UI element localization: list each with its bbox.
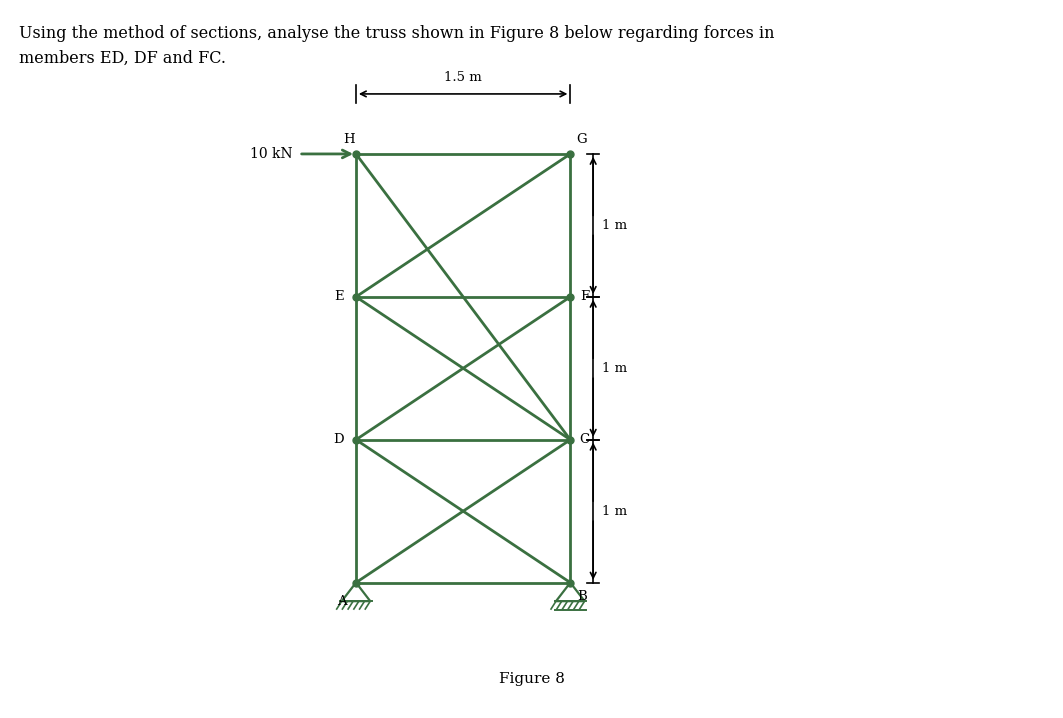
Text: D: D bbox=[334, 433, 344, 446]
Text: 1 m: 1 m bbox=[602, 505, 627, 518]
Text: B: B bbox=[577, 590, 587, 603]
Text: A: A bbox=[337, 595, 347, 607]
Text: members ED, DF and FC.: members ED, DF and FC. bbox=[19, 50, 226, 67]
Text: F: F bbox=[580, 290, 589, 303]
Text: 1 m: 1 m bbox=[602, 362, 627, 375]
Text: G: G bbox=[576, 133, 587, 146]
Text: Using the method of sections, analyse the truss shown in Figure 8 below regardin: Using the method of sections, analyse th… bbox=[19, 25, 775, 42]
Text: 10 kN: 10 kN bbox=[251, 147, 293, 161]
Text: E: E bbox=[334, 290, 343, 303]
Text: Figure 8: Figure 8 bbox=[499, 672, 564, 686]
Text: 1.5 m: 1.5 m bbox=[444, 71, 482, 84]
Text: H: H bbox=[343, 133, 355, 146]
Text: C: C bbox=[579, 433, 590, 446]
Text: 1 m: 1 m bbox=[602, 219, 627, 232]
